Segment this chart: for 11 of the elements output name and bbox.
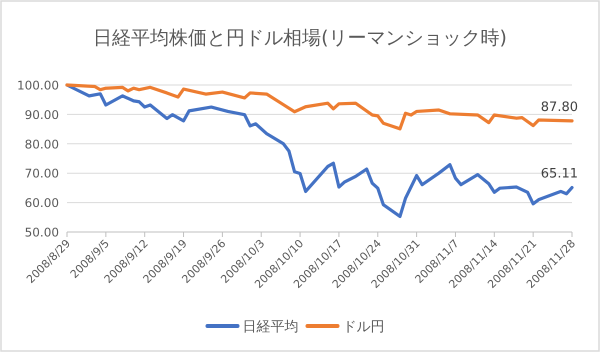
y-tick-label: 90.00: [24, 108, 59, 122]
y-tick-label: 80.00: [24, 137, 59, 152]
legend-label: 日経平均: [242, 319, 298, 335]
chart-title: 日経平均株価と円ドル相場(リーマンショック時): [93, 27, 507, 49]
y-tick-label: 70.00: [24, 166, 59, 181]
annotation: 87.80: [540, 100, 578, 115]
annotation: 65.11: [540, 166, 578, 182]
y-tick-label: 100.00: [17, 78, 59, 92]
y-tick-label: 50.00: [24, 226, 59, 240]
legend-label: ドル円: [342, 319, 384, 335]
y-tick-label: 60.00: [24, 196, 59, 210]
